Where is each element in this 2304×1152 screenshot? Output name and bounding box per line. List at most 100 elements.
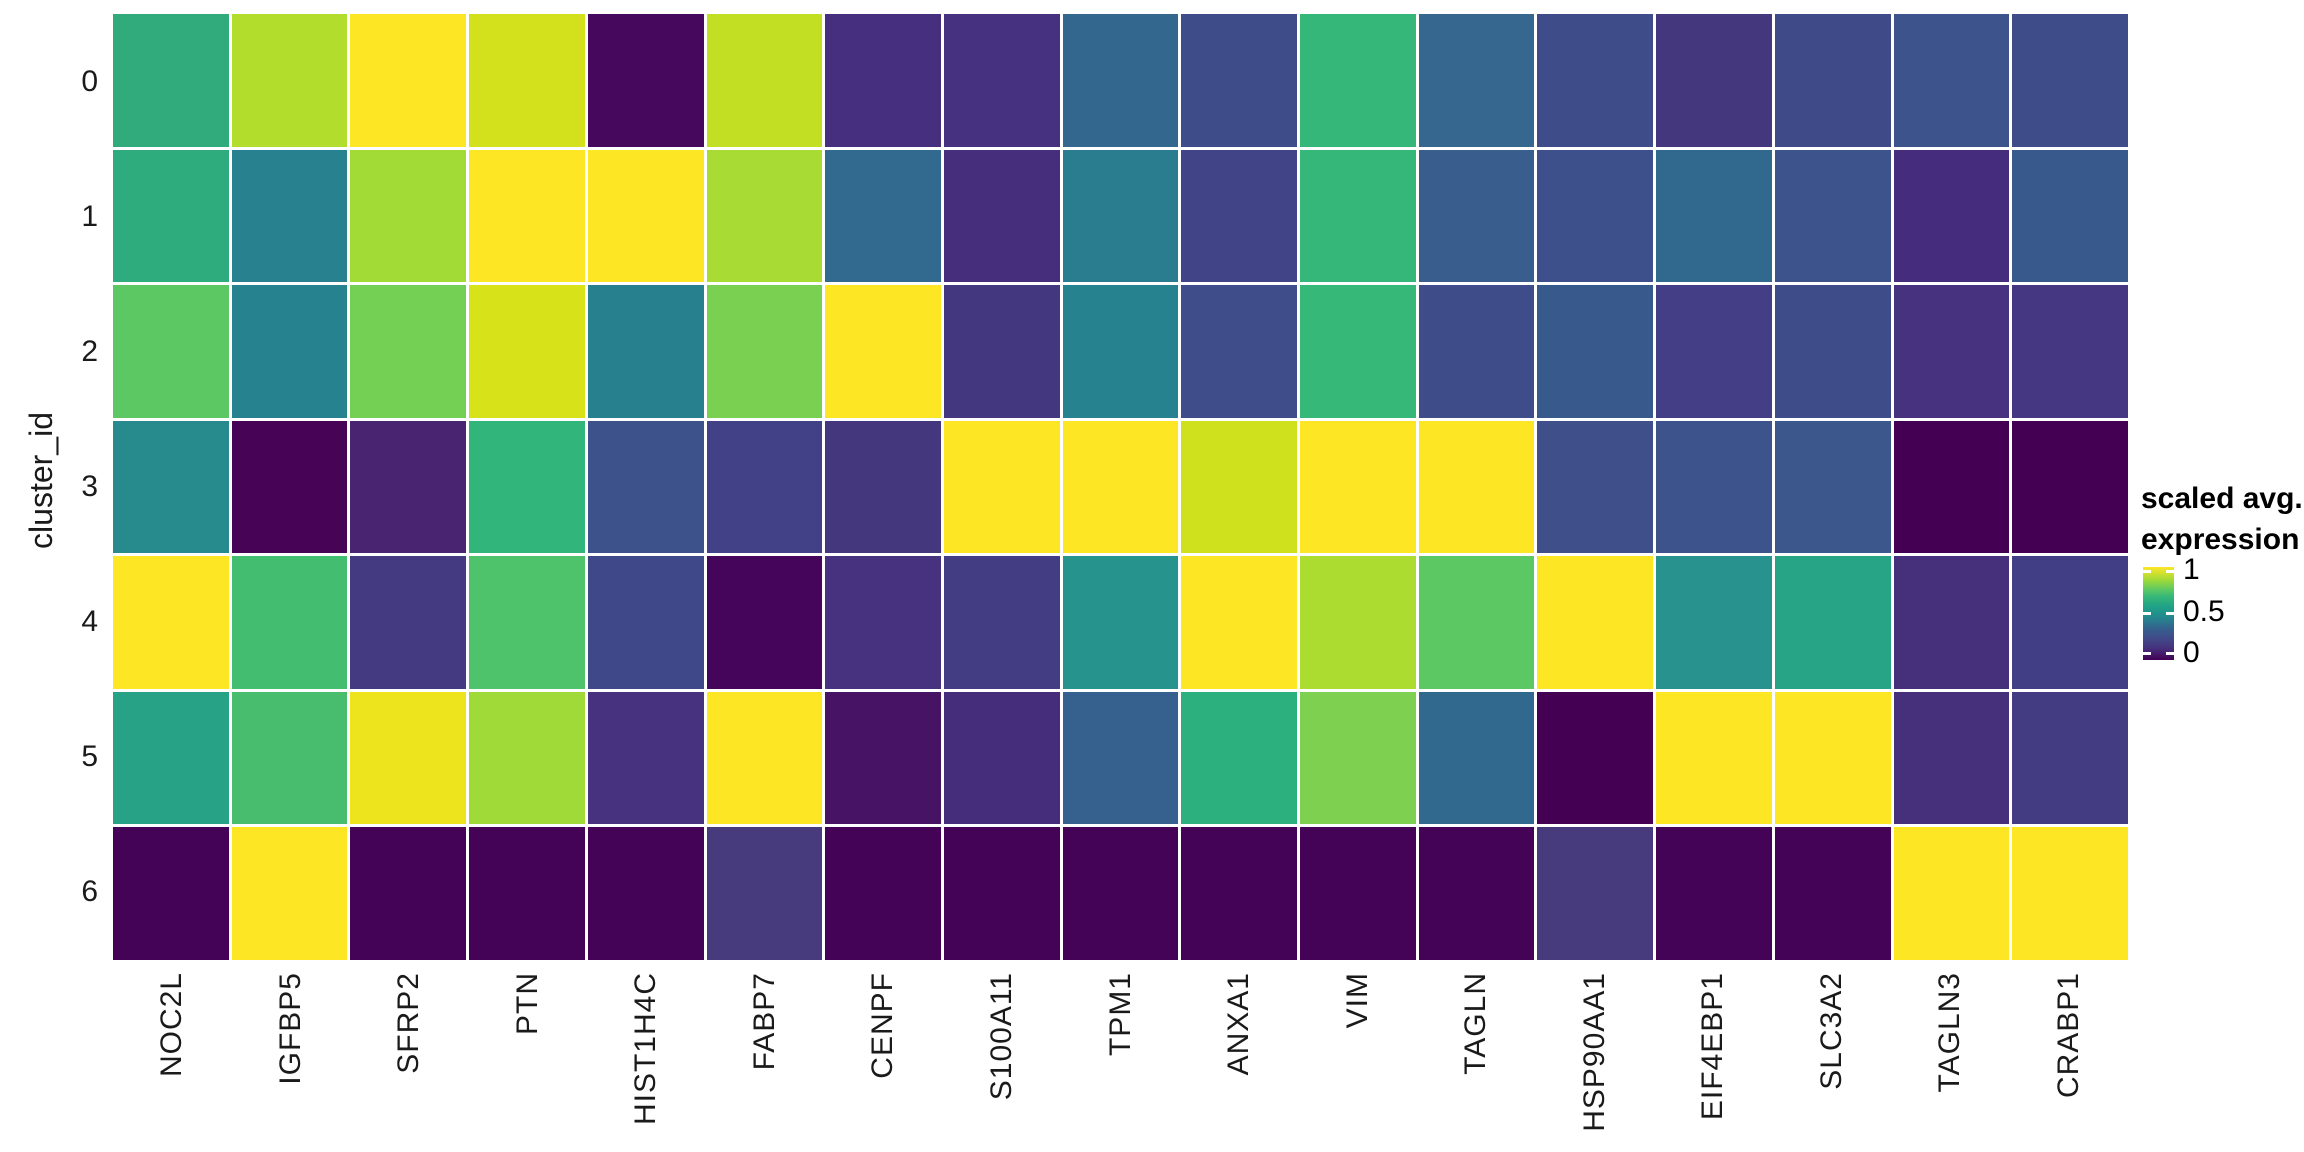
x-tick-label-HSP90AA1: HSP90AA1 (1577, 972, 1611, 1132)
heatmap-cell-5-CENPF (825, 691, 941, 825)
heatmap-cell-5-HIST1H4C (587, 691, 704, 825)
heatmap-cell-4-SFRP2 (350, 556, 467, 689)
heatmap-cell-1-EIF4EBP1 (1656, 149, 1772, 283)
heatmap-cell-5-S100A11 (943, 691, 1060, 825)
heatmap-cell-0-FABP7 (706, 14, 823, 147)
heatmap-cell-3-EIF4EBP1 (1656, 420, 1772, 554)
heatmap-cell-2-HIST1H4C (587, 285, 704, 418)
heatmap-cell-2-SLC3A2 (1774, 285, 1891, 418)
heatmap-cell-1-HSP90AA1 (1537, 149, 1654, 283)
x-tick-ANXA1: ANXA1 (1222, 972, 1256, 1075)
heatmap-cell-3-FABP7 (706, 420, 823, 554)
heatmap-cell-3-HIST1H4C (587, 420, 704, 554)
heatmap-cell-3-IGFBP5 (231, 420, 348, 554)
heatmap-cell-2-SFRP2 (350, 285, 467, 418)
heatmap-cell-5-PTN (469, 691, 585, 825)
x-tick-TPM1: TPM1 (1104, 972, 1138, 1056)
heatmap-cell-2-FABP7 (706, 285, 823, 418)
heatmap-cell-6-TAGLN (1418, 827, 1535, 960)
heatmap-cell-5-FABP7 (706, 691, 823, 825)
x-tick-HSP90AA1: HSP90AA1 (1578, 972, 1612, 1132)
heatmap-cell-0-PTN (469, 14, 585, 147)
heatmap-cell-3-ANXA1 (1181, 420, 1298, 554)
heatmap-cell-0-HSP90AA1 (1537, 14, 1654, 147)
heatmap-cell-0-TAGLN (1418, 14, 1535, 147)
x-tick-FABP7: FABP7 (748, 972, 782, 1070)
heatmap-cell-6-NOC2L (113, 827, 229, 960)
heatmap-cell-0-NOC2L (113, 14, 229, 147)
heatmap-cell-2-CRABP1 (2012, 285, 2128, 418)
heatmap-cell-1-CENPF (825, 149, 941, 283)
x-tick-VIM: VIM (1341, 972, 1375, 1028)
heatmap-cell-2-IGFBP5 (231, 285, 348, 418)
x-tick-label-TPM1: TPM1 (1103, 972, 1137, 1057)
legend-gradient-bar (2143, 567, 2174, 660)
y-tick-label-6: 6 (81, 875, 98, 909)
legend-tick-right-0.5 (2166, 611, 2174, 615)
x-tick-NOC2L: NOC2L (155, 972, 189, 1077)
x-tick-PTN: PTN (511, 972, 545, 1035)
heatmap-cell-2-CENPF (825, 285, 941, 418)
heatmap-cell-5-CRABP1 (2012, 691, 2128, 825)
x-tick-label-IGFBP5: IGFBP5 (273, 972, 307, 1085)
heatmap-cell-1-HIST1H4C (587, 149, 704, 283)
legend-tick-left-0 (2143, 652, 2151, 656)
heatmap-cell-4-SLC3A2 (1774, 556, 1891, 689)
x-tick-CENPF: CENPF (866, 972, 900, 1079)
heatmap-cell-2-S100A11 (943, 285, 1060, 418)
heatmap-cell-6-ANXA1 (1181, 827, 1298, 960)
heatmap-cell-4-ANXA1 (1181, 556, 1298, 689)
x-tick-label-HIST1H4C: HIST1H4C (629, 972, 663, 1126)
x-tick-label-SFRP2: SFRP2 (392, 972, 426, 1074)
heatmap-cell-0-VIM (1300, 14, 1416, 147)
heatmap-cell-6-TAGLN3 (1893, 827, 2010, 960)
heatmap-cell-6-EIF4EBP1 (1656, 827, 1772, 960)
heatmap-cell-1-PTN (469, 149, 585, 283)
heatmap-cell-0-TAGLN3 (1893, 14, 2010, 147)
x-tick-label-FABP7: FABP7 (747, 972, 781, 1071)
heatmap-cell-2-TAGLN3 (1893, 285, 2010, 418)
heatmap-cell-6-HSP90AA1 (1537, 827, 1654, 960)
heatmap-cell-1-SFRP2 (350, 149, 467, 283)
y-tick-label-4: 4 (81, 605, 98, 639)
heatmap-cell-3-CRABP1 (2012, 420, 2128, 554)
heatmap-cell-0-CENPF (825, 14, 941, 147)
heatmap-cell-1-FABP7 (706, 149, 823, 283)
heatmap-cell-4-FABP7 (706, 556, 823, 689)
heatmap-cell-0-SFRP2 (350, 14, 467, 147)
y-tick-label-2: 2 (81, 334, 98, 368)
heatmap-cell-1-TAGLN (1418, 149, 1535, 283)
heatmap-cell-6-FABP7 (706, 827, 823, 960)
legend-tick-left-0.5 (2143, 611, 2151, 615)
heatmap-cell-1-ANXA1 (1181, 149, 1298, 283)
heatmap-cell-0-S100A11 (943, 14, 1060, 147)
legend-label-1: 1 (2183, 553, 2200, 587)
heatmap-cell-4-TAGLN3 (1893, 556, 2010, 689)
heatmap-cell-3-TPM1 (1062, 420, 1179, 554)
x-tick-label-VIM: VIM (1340, 972, 1374, 1029)
heatmap-cell-2-PTN (469, 285, 585, 418)
heatmap-cell-2-TPM1 (1062, 285, 1179, 418)
heatmap-cell-0-HIST1H4C (587, 14, 704, 147)
x-tick-CRABP1: CRABP1 (2052, 972, 2086, 1098)
x-tick-EIF4EBP1: EIF4EBP1 (1696, 972, 1730, 1120)
x-tick-label-TAGLN: TAGLN (1459, 972, 1493, 1075)
heatmap-cell-4-HIST1H4C (587, 556, 704, 689)
heatmap-cell-5-VIM (1300, 691, 1416, 825)
heatmap-cell-5-TPM1 (1062, 691, 1179, 825)
x-tick-IGFBP5: IGFBP5 (274, 972, 308, 1085)
heatmap-cell-6-S100A11 (943, 827, 1060, 960)
x-tick-S100A11: S100A11 (985, 972, 1019, 1100)
heatmap-cell-5-NOC2L (113, 691, 229, 825)
heatmap-cell-3-CENPF (825, 420, 941, 554)
heatmap-cell-1-VIM (1300, 149, 1416, 283)
heatmap-cell-2-VIM (1300, 285, 1416, 418)
heatmap-cell-0-TPM1 (1062, 14, 1179, 147)
heatmap-cell-4-IGFBP5 (231, 556, 348, 689)
heatmap-cell-6-PTN (469, 827, 585, 960)
heatmap-cell-3-SLC3A2 (1774, 420, 1891, 554)
y-tick-label-5: 5 (81, 740, 98, 774)
x-tick-label-CENPF: CENPF (866, 972, 900, 1079)
heatmap-cell-2-HSP90AA1 (1537, 285, 1654, 418)
x-tick-HIST1H4C: HIST1H4C (629, 972, 663, 1125)
